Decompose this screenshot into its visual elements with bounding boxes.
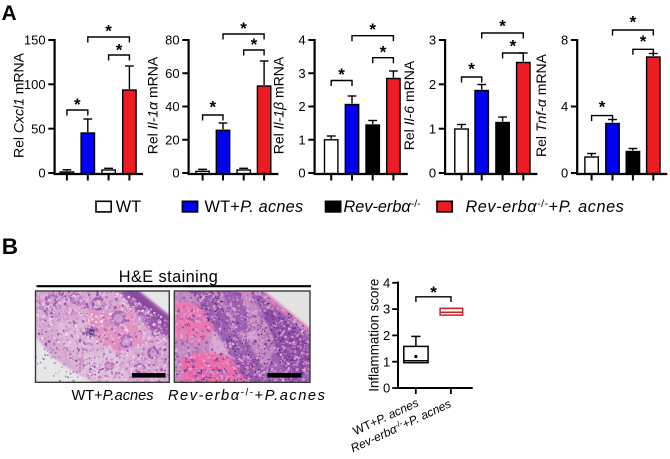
svg-text:*: * [499, 17, 506, 36]
svg-text:1: 1 [383, 354, 390, 369]
svg-text:*: * [599, 98, 606, 117]
svg-text:0: 0 [38, 166, 45, 181]
svg-text:4: 4 [383, 275, 390, 290]
svg-text:H&E staining: H&E staining [119, 268, 219, 286]
svg-text:Rel Tnf-α mRNA: Rel Tnf-α mRNA [533, 53, 549, 157]
svg-text:Rel Il-1α mRNA: Rel Il-1α mRNA [145, 56, 161, 154]
svg-text:*: * [380, 43, 387, 62]
svg-text:Rel Il-1β mRNA: Rel Il-1β mRNA [271, 56, 287, 154]
svg-text:1: 1 [298, 132, 305, 147]
svg-text:3: 3 [298, 66, 305, 81]
svg-text:2: 2 [429, 77, 436, 92]
svg-text:B: B [2, 234, 18, 259]
svg-text:0: 0 [172, 166, 179, 181]
svg-text:*: * [209, 98, 216, 117]
svg-text:4: 4 [561, 99, 568, 114]
svg-text:WT+P. acnes: WT+P. acnes [205, 198, 304, 216]
svg-text:Rel Il-6 mRNA: Rel Il-6 mRNA [401, 60, 417, 150]
svg-text:100: 100 [24, 77, 46, 92]
svg-text:2: 2 [298, 99, 305, 114]
svg-text:40: 40 [165, 99, 179, 114]
svg-text:8: 8 [561, 33, 568, 48]
svg-text:150: 150 [24, 33, 46, 48]
svg-text:Rel Cxcl1 mRNA: Rel Cxcl1 mRNA [11, 52, 27, 158]
svg-text:*: * [251, 35, 258, 54]
svg-text:*: * [468, 60, 475, 79]
svg-text:*: * [430, 283, 437, 302]
svg-text:WT: WT [116, 198, 141, 216]
svg-text:WT+P.acnes: WT+P.acnes [71, 388, 153, 404]
svg-text:*: * [640, 32, 647, 51]
svg-text:Rev-erbα-/-+P.acnes: Rev-erbα-/-+P.acnes [168, 388, 327, 405]
svg-text:20: 20 [165, 132, 179, 147]
svg-text:A: A [2, 2, 17, 25]
svg-text:3: 3 [383, 302, 390, 317]
svg-text:*: * [240, 19, 247, 38]
svg-text:*: * [630, 13, 637, 32]
svg-text:Inflammation score: Inflammation score [366, 279, 381, 392]
svg-text:4: 4 [298, 33, 305, 48]
svg-text:*: * [74, 95, 81, 114]
svg-text:80: 80 [165, 33, 179, 48]
svg-text:*: * [116, 41, 123, 60]
svg-text:*: * [338, 65, 345, 84]
svg-text:3: 3 [429, 33, 436, 48]
svg-text:1: 1 [429, 121, 436, 136]
svg-text:Rev-erbα-/-: Rev-erbα-/- [344, 198, 422, 216]
svg-text:0: 0 [383, 381, 390, 396]
svg-text:*: * [105, 22, 112, 41]
svg-text:*: * [369, 20, 376, 39]
svg-text:2: 2 [383, 328, 390, 343]
svg-text:60: 60 [165, 66, 179, 81]
svg-text:0: 0 [298, 166, 305, 181]
svg-text:0: 0 [429, 166, 436, 181]
svg-text:Rev-erbα-/-+P. acnes: Rev-erbα-/-+P. acnes [466, 198, 625, 216]
svg-text:50: 50 [31, 121, 45, 136]
svg-text:0: 0 [561, 166, 568, 181]
svg-text:*: * [510, 37, 517, 56]
